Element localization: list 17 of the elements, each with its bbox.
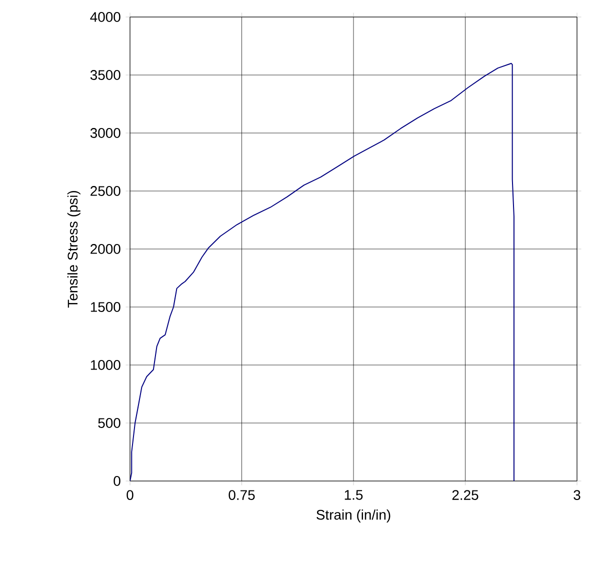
y-axis-title: Tensile Stress (psi): [67, 190, 80, 308]
y-tick-label: 1500: [90, 302, 120, 312]
line-series: [130, 62, 514, 481]
x-tick-label: 2.25: [452, 490, 478, 500]
y-tick-label: 3500: [90, 70, 120, 80]
x-axis-title: Strain (in/in): [316, 509, 390, 522]
x-tick-label: 3: [574, 490, 580, 500]
x-tick-label: 0.75: [228, 490, 255, 500]
y-tick-label: 3000: [90, 128, 120, 138]
y-tick-label: 4000: [90, 12, 120, 22]
y-tick-label: 0: [114, 476, 120, 486]
y-tick-label: 2000: [90, 244, 120, 254]
y-tick-label: 500: [98, 418, 120, 428]
x-tick-label: 0: [126, 490, 134, 500]
x-tick-label: 1.5: [344, 490, 363, 500]
y-tick-label: 2500: [90, 186, 120, 196]
y-tick-label: 1000: [90, 360, 120, 370]
